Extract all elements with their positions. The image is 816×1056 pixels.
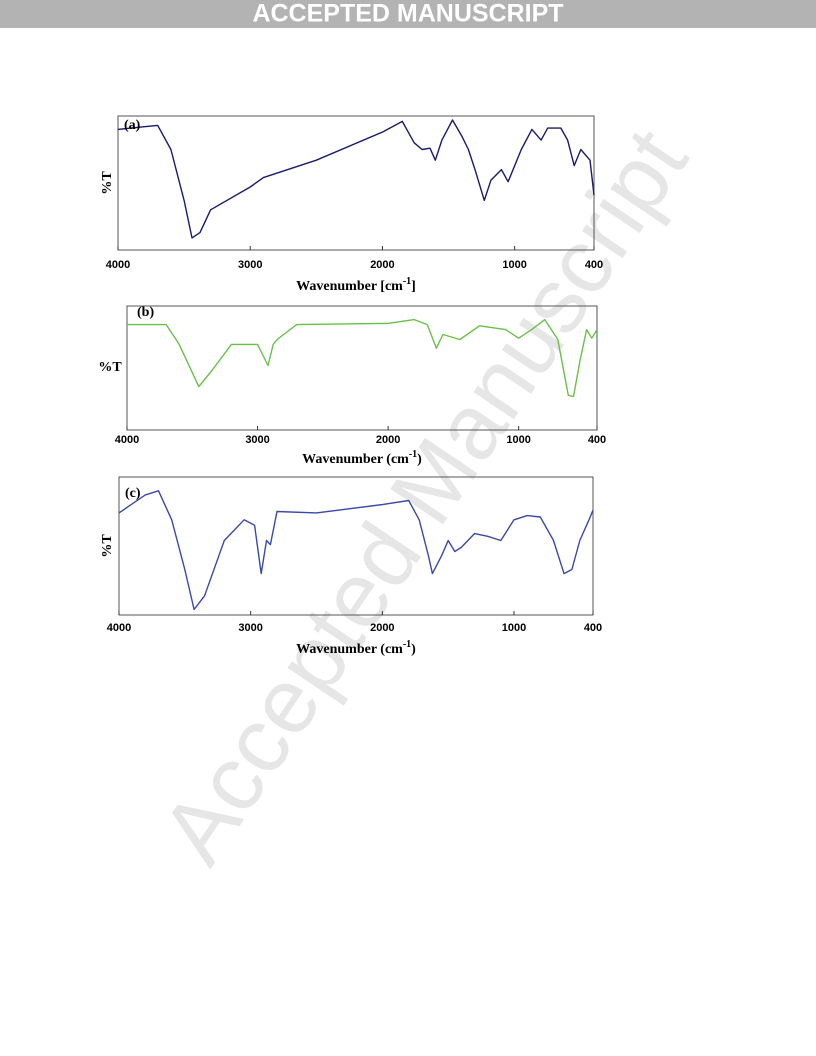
x-axis-label: Wavenumber (cm-1) (296, 639, 416, 657)
chart: 4000 3000 2000 1000 400 (a) %T Wavenumber [cm-1… (100, 115, 603, 294)
x-axis-label-text: Wavenumber [cm (296, 279, 403, 294)
x-axis-label-end: ] (411, 279, 416, 294)
x-tick-label: 4000 (107, 622, 131, 634)
x-tick-label: 1000 (502, 622, 526, 634)
watermark: Accepted Manuscript (142, 112, 707, 881)
x-tick-label: 1000 (502, 259, 526, 271)
x-axis-label-end: ) (417, 452, 422, 467)
plot-frame (118, 476, 594, 616)
x-axis-label: Wavenumber [cm-1] (296, 276, 416, 294)
chart: 4000 3000 2000 1000 400 (b) %T Wavenumber (cm-1… (98, 305, 606, 467)
y-axis-label: %T (100, 171, 115, 195)
header: ACCEPTED MANUSCRIPT (252, 0, 563, 28)
panel-label: (b) (137, 305, 154, 320)
x-tick-label: 1000 (506, 434, 530, 446)
y-axis-label: %T (98, 360, 122, 375)
x-tick-label: 3000 (238, 622, 262, 634)
x-axis-label-text: Wavenumber (cm (302, 452, 409, 467)
spectrum-line (118, 490, 594, 611)
x-axis-label-end: ) (411, 642, 416, 657)
x-tick-label: 2000 (376, 434, 400, 446)
x-axis-label: Wavenumber (cm-1) (302, 449, 422, 467)
chart: 4000 3000 2000 1000 400 (c) %T Wavenumber (cm-1… (100, 476, 602, 657)
x-tick-label: 3000 (238, 259, 262, 271)
spectrum-line (127, 318, 598, 398)
x-axis-label-sup: -1 (403, 639, 411, 650)
x-tick-label: 3000 (245, 434, 269, 446)
x-axis-label-sup: -1 (403, 276, 411, 287)
y-axis-label: %T (100, 534, 115, 558)
panel-label: (c) (125, 486, 141, 501)
x-tick-label: 400 (585, 259, 603, 271)
x-tick-label: 4000 (106, 259, 130, 271)
x-tick-label: 400 (584, 622, 602, 634)
plot-frame (126, 305, 598, 431)
panel-label: (a) (124, 118, 141, 133)
plot-frame (117, 115, 595, 251)
x-tick-label: 2000 (370, 622, 394, 634)
x-axis-label-text: Wavenumber (cm (296, 642, 403, 657)
x-axis-label-sup: -1 (409, 449, 417, 460)
x-tick-label: 2000 (370, 259, 394, 271)
x-tick-label: 4000 (115, 434, 139, 446)
header-bar (0, 0, 816, 28)
spectrum-line (117, 119, 595, 239)
x-tick-label: 400 (588, 434, 606, 446)
